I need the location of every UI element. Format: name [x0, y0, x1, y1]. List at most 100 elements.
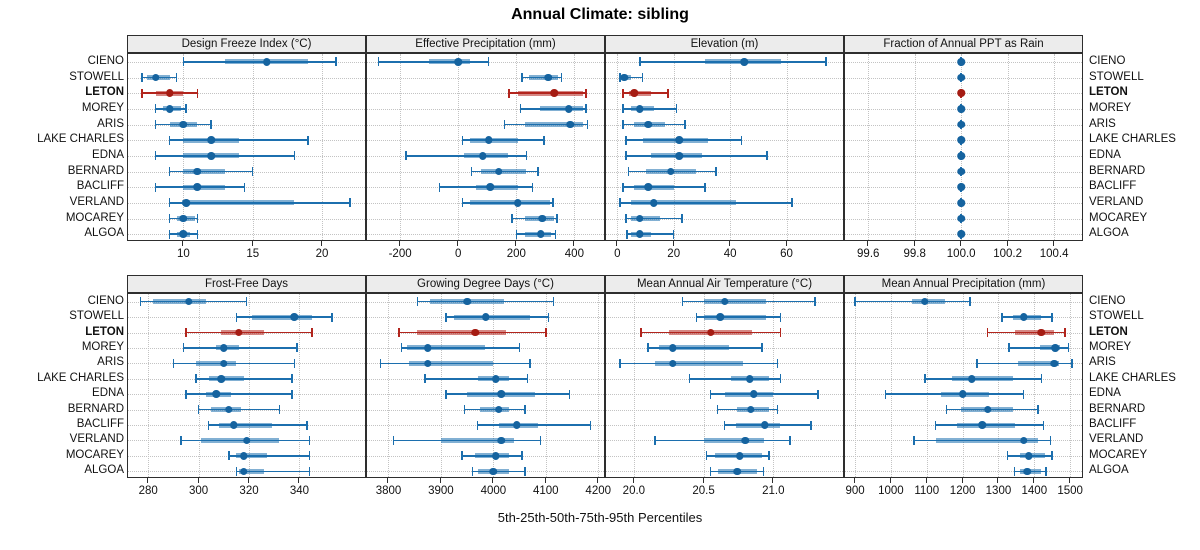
row-label-aris: ARIS — [97, 117, 124, 130]
whisker-cap-high — [251, 167, 254, 176]
whisker-cap-high — [243, 182, 246, 192]
median-dot — [220, 344, 228, 352]
strip-header: Fraction of Annual PPT as Rain — [844, 35, 1083, 53]
axis-tick — [147, 478, 149, 483]
median-dot — [184, 297, 193, 306]
iqr-bar — [735, 422, 781, 428]
axis-tick — [248, 478, 250, 483]
whisker-cap-high — [525, 151, 528, 161]
iqr-bar — [475, 184, 518, 190]
whisker-cap-high — [672, 229, 675, 239]
whisker-cap-low — [180, 435, 182, 445]
axis-tick-label: 100.4 — [1039, 248, 1069, 260]
whisker-cap-high — [196, 214, 199, 223]
median-dot — [957, 136, 965, 144]
whisker-cap-low — [521, 73, 523, 82]
gridline-horizontal — [845, 363, 1082, 365]
row-label-lake-charles: LAKE CHARLES — [37, 133, 124, 146]
median-dot — [550, 89, 558, 97]
median-dot — [193, 183, 202, 191]
whisker-cap-low — [185, 389, 187, 399]
chart-title: Annual Climate: sibling — [511, 6, 689, 23]
row-label-verland: VERLAND — [69, 195, 124, 208]
iqr-bar — [480, 407, 510, 413]
median-dot — [957, 214, 965, 223]
median-dot — [636, 230, 644, 238]
row-label-stowell: STOWELL — [69, 70, 124, 83]
whisker-cap-low — [139, 297, 142, 307]
whisker-cap-high — [543, 135, 545, 145]
gridline-vertical — [890, 294, 892, 477]
gridline-horizontal — [606, 218, 843, 220]
gridline-horizontal — [367, 93, 604, 95]
whisker-cap-high — [684, 120, 686, 129]
row-label-bacliff: BACLIFF — [1089, 418, 1137, 431]
whisker-cap-low — [924, 374, 926, 384]
whisker-cap-low — [377, 57, 380, 67]
median-dot — [957, 89, 965, 97]
whisker-cap-low — [619, 358, 621, 368]
whisker-line — [425, 378, 528, 380]
median-dot — [492, 375, 500, 383]
row-label-aris: ARIS — [97, 356, 124, 369]
iqr-bar — [182, 200, 295, 206]
whisker-cap-high — [766, 151, 768, 161]
whisker-cap-high — [585, 88, 587, 98]
median-dot — [182, 199, 190, 207]
median-dot — [179, 120, 188, 129]
gridline-horizontal — [128, 108, 365, 110]
whisker-cap-high — [589, 420, 592, 430]
axis-tick-label: 20 — [667, 248, 681, 260]
whisker-cap-low — [154, 104, 157, 114]
gridline-vertical — [598, 294, 600, 477]
whisker-cap-low — [182, 343, 185, 353]
panel-title: Frost-Free Days — [204, 278, 289, 290]
gridline-vertical — [299, 294, 301, 477]
whisker-cap-high — [789, 435, 791, 445]
iqr-bar — [454, 314, 531, 320]
whisker-cap-low — [709, 389, 712, 399]
median-dot — [1025, 452, 1033, 460]
iqr-bar — [628, 90, 652, 96]
whisker-cap-low — [934, 420, 937, 430]
panel-5 — [127, 293, 366, 478]
whisker-cap-high — [761, 343, 763, 353]
iqr-bar — [469, 200, 550, 206]
row-label-leton: LETON — [1089, 325, 1128, 338]
whisker-cap-low — [405, 151, 407, 161]
whisker-cap-high — [335, 57, 337, 67]
whisker-cap-high — [537, 167, 539, 176]
gridline-vertical — [574, 54, 576, 240]
gridline-vertical — [183, 54, 185, 240]
gridline-horizontal — [845, 332, 1082, 334]
whisker-cap-high — [545, 328, 547, 338]
iqr-bar — [703, 299, 767, 305]
median-dot — [497, 436, 505, 445]
gridline-vertical — [730, 54, 732, 240]
panel-title: Elevation (m) — [690, 38, 759, 50]
whisker-cap-high — [768, 451, 770, 461]
iqr-bar — [951, 376, 1013, 382]
whisker-cap-high — [675, 104, 678, 114]
axis-tick-label: 280 — [138, 485, 158, 497]
median-dot — [983, 405, 992, 414]
whisker-cap-low — [235, 312, 238, 322]
median-dot — [484, 136, 493, 144]
whisker-cap-low — [445, 312, 447, 322]
whisker-cap-low — [463, 405, 466, 415]
whisker-cap-low — [625, 214, 627, 223]
axis-tick — [1069, 478, 1071, 483]
gridline-vertical — [703, 294, 705, 477]
gridline-horizontal — [367, 234, 604, 236]
gridline-horizontal — [606, 124, 843, 126]
axis-tick — [457, 241, 459, 246]
median-dot — [957, 58, 965, 66]
panel-title: Growing Degree Days (°C) — [417, 278, 554, 290]
whisker-cap-high — [487, 57, 490, 67]
axis-tick-label: 0 — [614, 248, 621, 260]
strip-header: Effective Precipitation (mm) — [366, 35, 605, 53]
median-dot — [207, 136, 215, 144]
gridline-horizontal — [367, 218, 604, 220]
median-dot — [240, 467, 248, 476]
iqr-bar — [208, 376, 244, 382]
